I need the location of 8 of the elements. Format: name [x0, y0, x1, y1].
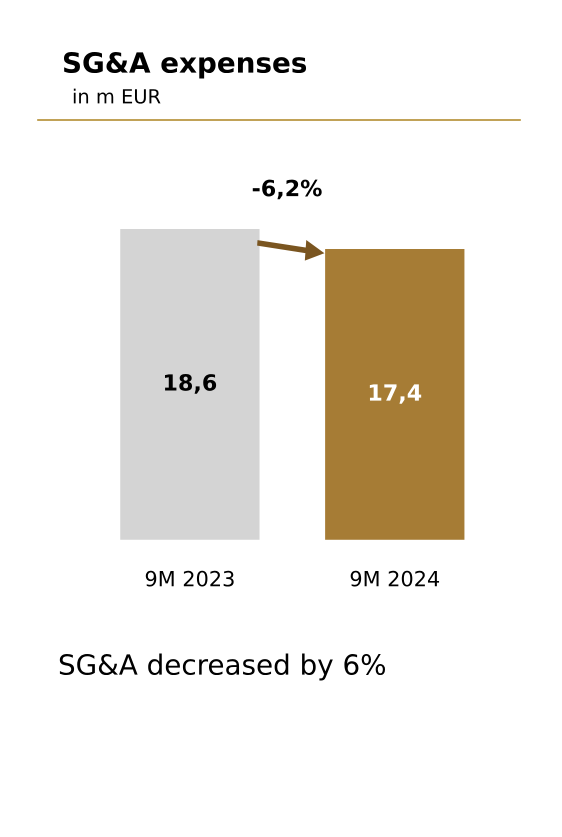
data-label: 18,6 [164, 374, 216, 394]
x-tick-label: 9M 2023 [146, 570, 234, 587]
data-label: 17,4 [370, 384, 422, 404]
text: -6,2% [252, 180, 322, 200]
x-tick-label: 9M 2024 [350, 570, 440, 587]
text: SG&A decreased by 6% [60, 654, 386, 680]
chart-title: SG&A expenses [64, 52, 306, 78]
chart-subtitle: in m EUR [74, 88, 160, 104]
